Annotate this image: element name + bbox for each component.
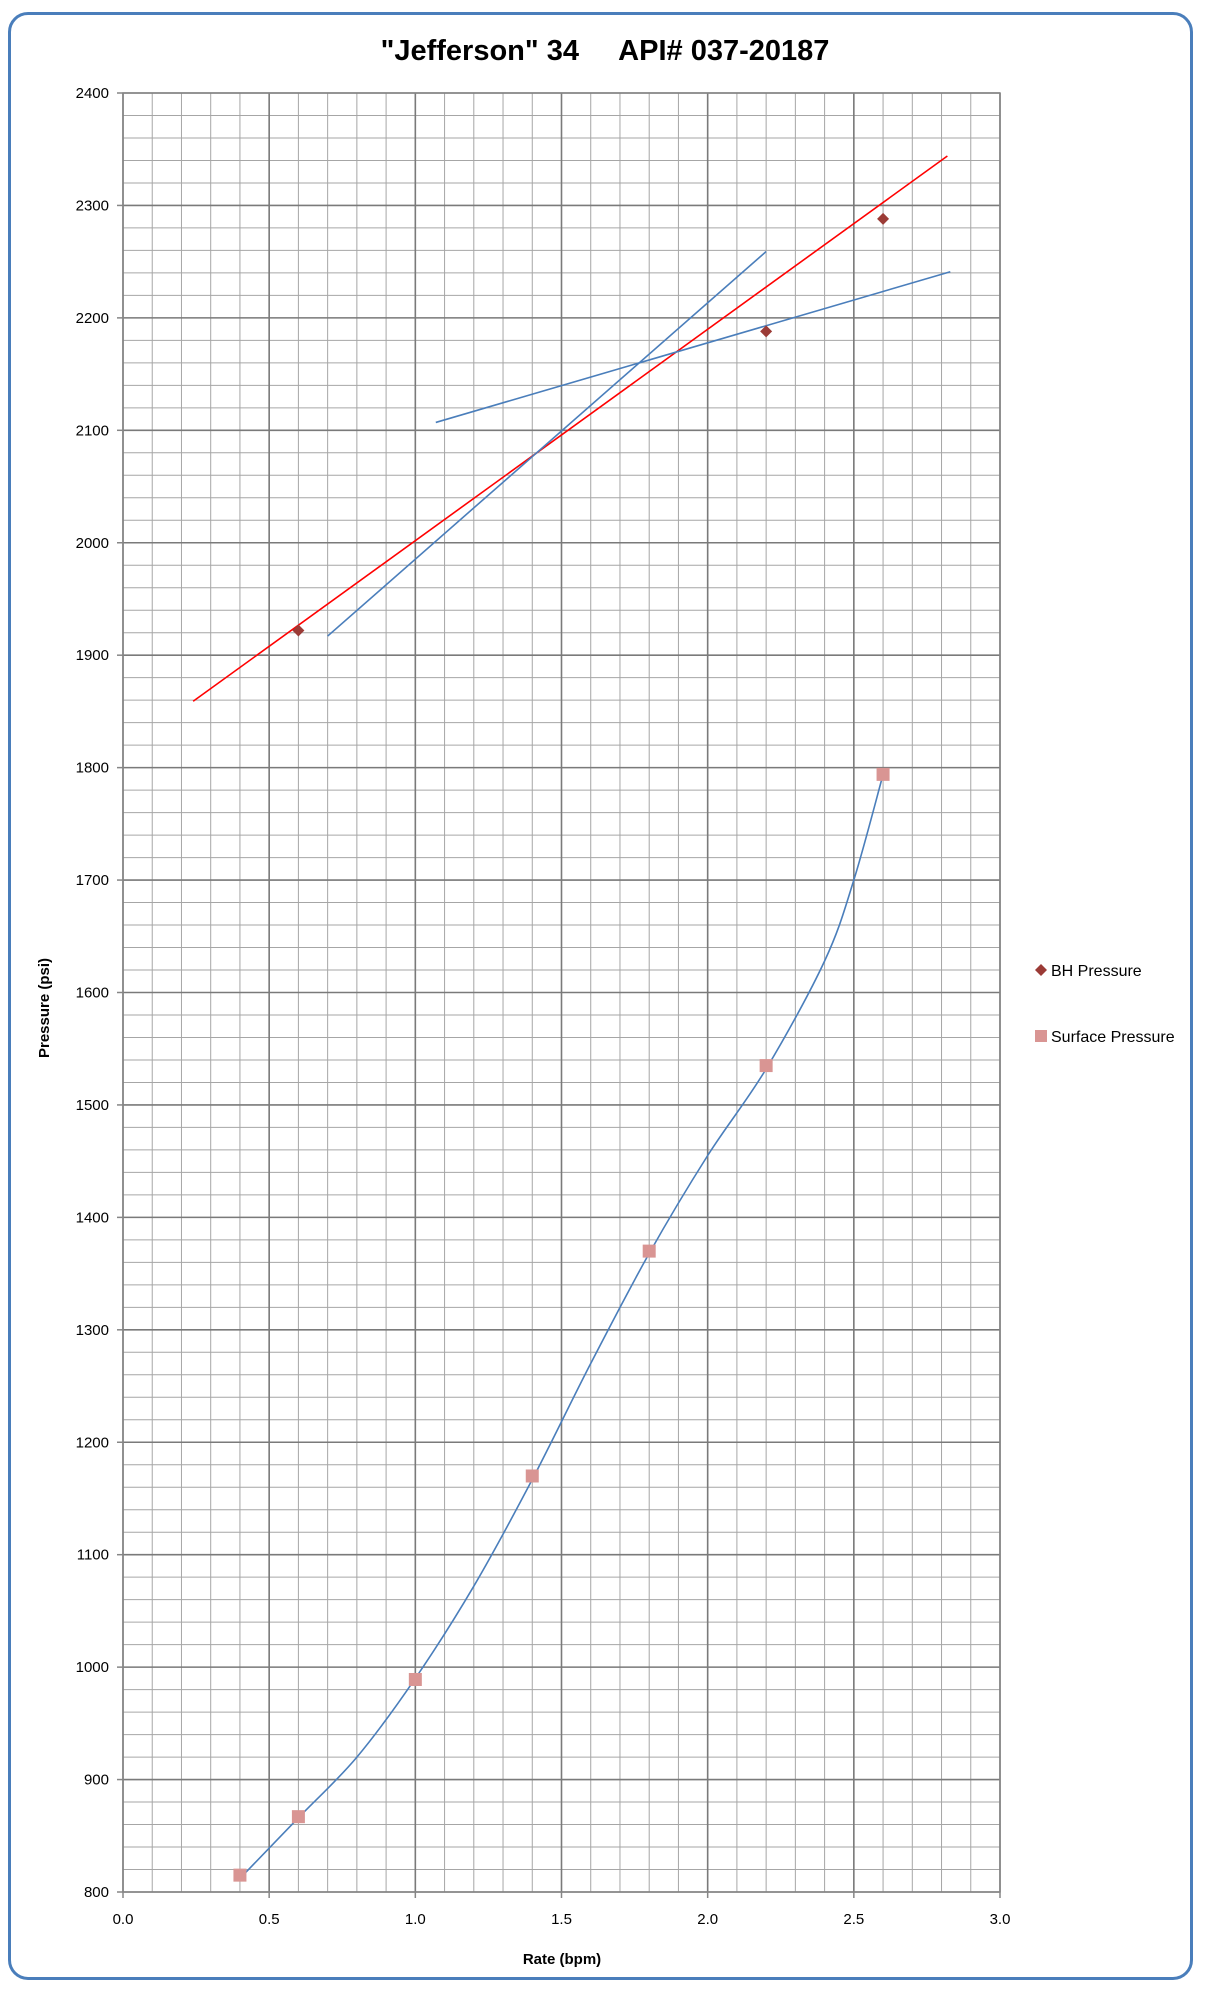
legend-square-marker <box>1035 1030 1047 1042</box>
trend-lines <box>192 155 951 1880</box>
y-tick-label: 2300 <box>76 197 109 214</box>
y-tick-label: 800 <box>84 1884 109 1901</box>
y-tick-label: 2200 <box>76 310 109 327</box>
y-tick-label: 1500 <box>76 1097 109 1114</box>
y-tick-label: 2000 <box>76 535 109 552</box>
y-tick-label: 1100 <box>77 1547 109 1564</box>
trend-line-1 <box>192 155 948 702</box>
y-tick-label: 1200 <box>76 1434 109 1451</box>
trend-line-2 <box>327 250 767 637</box>
bh-pressure-point <box>292 624 305 637</box>
legend-diamond-marker <box>1035 964 1047 976</box>
trend-line-3 <box>435 271 951 424</box>
x-tick-label: 1.5 <box>551 1911 572 1928</box>
surface-pressure-point <box>233 1868 247 1882</box>
x-tick-label: 0.0 <box>113 1911 134 1928</box>
bh-pressure-point <box>760 325 773 338</box>
surface-pressure-curve <box>239 774 884 1880</box>
legend-label-surface-pressure: Surface Pressure <box>1051 1029 1175 1046</box>
surface-pressure-point <box>408 1672 422 1686</box>
bh-pressure-point <box>877 212 890 225</box>
legend-item-surface-pressure: Surface Pressure <box>1035 1029 1175 1046</box>
x-axis-ticks: 0.0 0.5 1.0 1.5 2.0 2.5 3.0 <box>113 1892 1011 1928</box>
surface-pressure-point <box>876 767 890 781</box>
y-tick-label: 900 <box>84 1772 109 1789</box>
y-tick-label: 2400 <box>76 85 109 102</box>
legend: BH Pressure Surface Pressure <box>1035 963 1175 1046</box>
legend-label-bh-pressure: BH Pressure <box>1051 963 1142 980</box>
x-tick-label: 1.0 <box>405 1911 426 1928</box>
data-markers <box>233 212 890 1882</box>
surface-pressure-point <box>642 1244 656 1258</box>
chart-title: "Jefferson" 34 API# 037-20187 <box>381 35 830 67</box>
x-tick-label: 3.0 <box>990 1911 1011 1928</box>
y-axis-ticks: 800 900 1000 1100 1200 1300 1400 1500 1600 1700 18… <box>76 85 123 1901</box>
y-tick-label: 1700 <box>76 872 109 889</box>
y-axis-label: Pressure (psi) <box>36 958 53 1058</box>
y-tick-label: 1900 <box>76 647 109 664</box>
surface-pressure-point <box>759 1059 773 1073</box>
x-tick-label: 2.0 <box>697 1911 718 1928</box>
surface-pressure-point <box>525 1469 539 1483</box>
y-tick-label: 1300 <box>76 1322 109 1339</box>
x-axis-label: Rate (bpm) <box>523 1951 601 1968</box>
surface-pressure-point <box>291 1810 305 1824</box>
y-tick-label: 1400 <box>76 1209 109 1226</box>
y-tick-label: 1000 <box>76 1659 109 1676</box>
x-tick-label: 2.5 <box>843 1911 864 1928</box>
x-tick-label: 0.5 <box>259 1911 280 1928</box>
y-tick-label: 1800 <box>76 760 109 777</box>
legend-item-bh-pressure: BH Pressure <box>1035 963 1142 980</box>
y-tick-label: 2100 <box>76 422 109 439</box>
y-tick-label: 1600 <box>76 985 109 1002</box>
